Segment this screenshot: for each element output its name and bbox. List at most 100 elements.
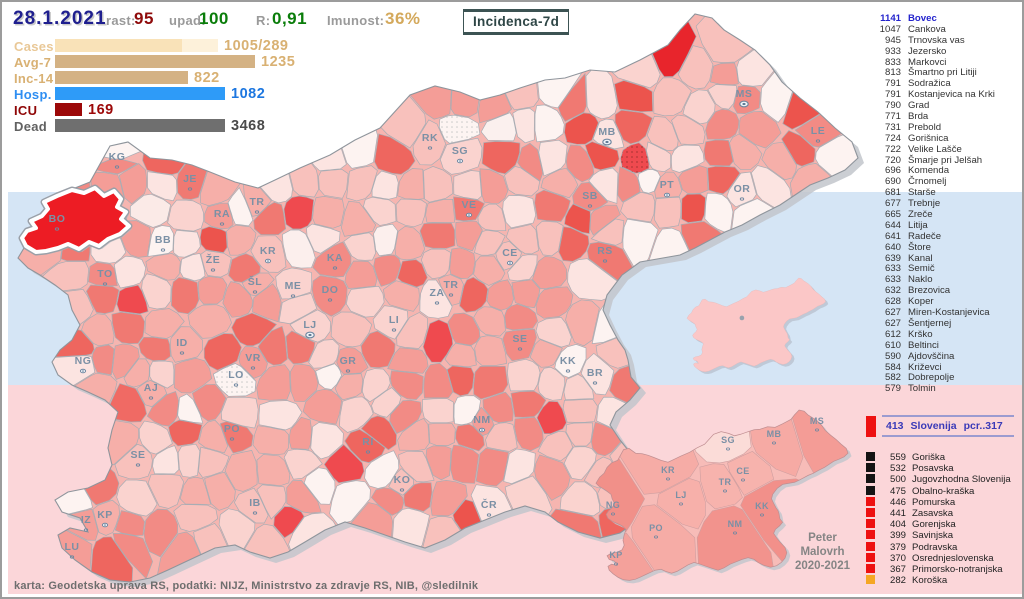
municipality-cell[interactable] [146, 391, 179, 427]
municipality-cell[interactable] [678, 165, 709, 194]
municipality-cell[interactable] [532, 256, 568, 290]
municipality-cell[interactable] [363, 196, 397, 226]
municipality-cell[interactable] [422, 319, 454, 363]
municipality-cell[interactable] [733, 85, 761, 115]
municipality-cell[interactable] [534, 189, 571, 222]
municipality-cell[interactable] [285, 330, 316, 365]
municipality-cell[interactable] [423, 362, 454, 399]
municipality-cell[interactable] [617, 166, 641, 203]
municipality-cell[interactable] [171, 277, 200, 315]
municipality-cell[interactable] [473, 229, 506, 256]
municipality-cell[interactable] [123, 358, 150, 388]
municipality-cell[interactable] [116, 284, 149, 315]
municipality-cell[interactable] [344, 429, 386, 463]
municipality-cell[interactable] [219, 421, 254, 454]
municipality-cell[interactable] [234, 487, 269, 524]
municipality-cell[interactable] [289, 363, 319, 403]
municipality-cell[interactable] [204, 202, 234, 230]
municipality-cell[interactable] [588, 167, 619, 204]
municipality-cell[interactable] [250, 235, 287, 273]
municipality-cell[interactable] [671, 144, 705, 173]
municipality-cell[interactable] [360, 330, 396, 369]
municipality-cell[interactable] [474, 335, 507, 366]
municipality-cell[interactable] [114, 510, 145, 536]
municipality-cell[interactable] [425, 445, 452, 481]
municipality-cell[interactable] [273, 506, 305, 539]
municipality-cell[interactable] [564, 112, 599, 145]
region-cell[interactable] [699, 463, 743, 510]
municipality-cell[interactable] [562, 398, 598, 423]
municipality-cell[interactable] [147, 225, 174, 257]
municipality-cell[interactable] [334, 373, 364, 401]
municipality-cell[interactable] [565, 144, 595, 183]
municipality-list-item[interactable]: 933 Jezersko [858, 46, 1022, 58]
municipality-cell[interactable] [323, 444, 365, 484]
municipality-cell[interactable] [504, 166, 541, 197]
municipality-cell[interactable] [558, 72, 587, 122]
municipality-cell[interactable] [473, 255, 506, 286]
municipality-cell[interactable] [289, 309, 331, 343]
municipality-cell[interactable] [286, 480, 322, 514]
municipality-list-item[interactable]: 640 Štore [858, 242, 1022, 254]
municipality-cell[interactable] [705, 108, 740, 140]
municipality-cell[interactable] [372, 305, 409, 340]
region-list-item[interactable]: 282 Koroška [866, 575, 1011, 586]
municipality-cell[interactable] [535, 286, 574, 319]
municipality-list-item[interactable]: 731 Prebold [858, 122, 1022, 134]
municipality-cell[interactable] [646, 115, 679, 151]
municipality-cell[interactable] [485, 422, 518, 452]
municipality-cell[interactable] [439, 137, 483, 175]
municipality-cell[interactable] [480, 112, 517, 142]
municipality-cell[interactable] [204, 471, 236, 511]
municipality-cell[interactable] [419, 222, 456, 249]
municipality-list-item[interactable]: 696 Komenda [858, 166, 1022, 177]
municipality-cell[interactable] [563, 373, 595, 401]
municipality-cell[interactable] [565, 299, 600, 347]
municipality-list-item[interactable]: 720 Šmarje pri Jelšah [858, 155, 1022, 167]
municipality-list-item[interactable]: 771 Brda [858, 111, 1022, 123]
municipality-cell[interactable] [473, 365, 509, 400]
municipality-cell[interactable] [289, 416, 313, 450]
municipality-cell[interactable] [738, 111, 782, 149]
municipality-cell[interactable] [177, 443, 201, 478]
municipality-cell[interactable] [529, 339, 563, 368]
municipality-list-item[interactable]: 632 Brezovica [858, 285, 1022, 297]
municipality-cell[interactable] [39, 462, 93, 517]
municipality-cell[interactable] [507, 254, 538, 282]
municipality-cell[interactable] [390, 370, 424, 400]
municipality-cell[interactable] [81, 313, 115, 347]
municipality-cell[interactable] [152, 445, 180, 475]
municipality-cell[interactable] [430, 479, 468, 517]
region-list-item[interactable]: 399 Savinjska [866, 530, 1011, 541]
municipality-cell[interactable] [614, 109, 653, 145]
municipality-cell[interactable] [394, 226, 426, 261]
municipality-cell[interactable] [584, 141, 620, 171]
municipality-cell[interactable] [360, 415, 397, 451]
municipality-list-item[interactable]: 722 Velike Lašče [858, 144, 1022, 156]
municipality-list-item[interactable]: 690 Črnomelj [858, 176, 1022, 188]
region-list-item[interactable]: 404 Gorenjska [866, 519, 1011, 530]
municipality-cell[interactable] [646, 141, 671, 173]
municipality-cell[interactable] [397, 168, 425, 200]
region-cell[interactable] [727, 450, 775, 496]
municipality-list-item[interactable]: 639 Kanal [858, 253, 1022, 265]
municipality-cell[interactable] [197, 276, 228, 305]
municipality-cell[interactable] [241, 272, 275, 297]
municipality-cell[interactable] [282, 229, 316, 269]
municipality-cell[interactable] [538, 139, 568, 177]
municipality-list-item[interactable]: 813 Šmartno pri Litiji [858, 68, 1022, 79]
municipality-list-item[interactable]: 633 Semič [858, 264, 1022, 275]
municipality-list-item[interactable]: 791 Kostanjevica na Krki [858, 89, 1022, 101]
municipality-list-item[interactable]: 590 Ajdovščina [858, 351, 1022, 363]
municipality-cell[interactable] [707, 84, 738, 110]
municipality-cell[interactable] [310, 422, 344, 460]
region-list-item[interactable]: 379 Podravska [866, 541, 1011, 553]
municipality-cell[interactable] [383, 280, 420, 312]
municipality-cell[interactable] [227, 187, 254, 227]
municipality-cell[interactable] [329, 480, 371, 525]
municipality-cell[interactable] [477, 203, 507, 232]
region-list-item[interactable]: 367 Primorsko-notranjska [866, 563, 1011, 575]
municipality-cell[interactable] [138, 420, 173, 455]
municipality-cell[interactable] [330, 311, 373, 348]
municipality-cell[interactable] [203, 333, 242, 371]
